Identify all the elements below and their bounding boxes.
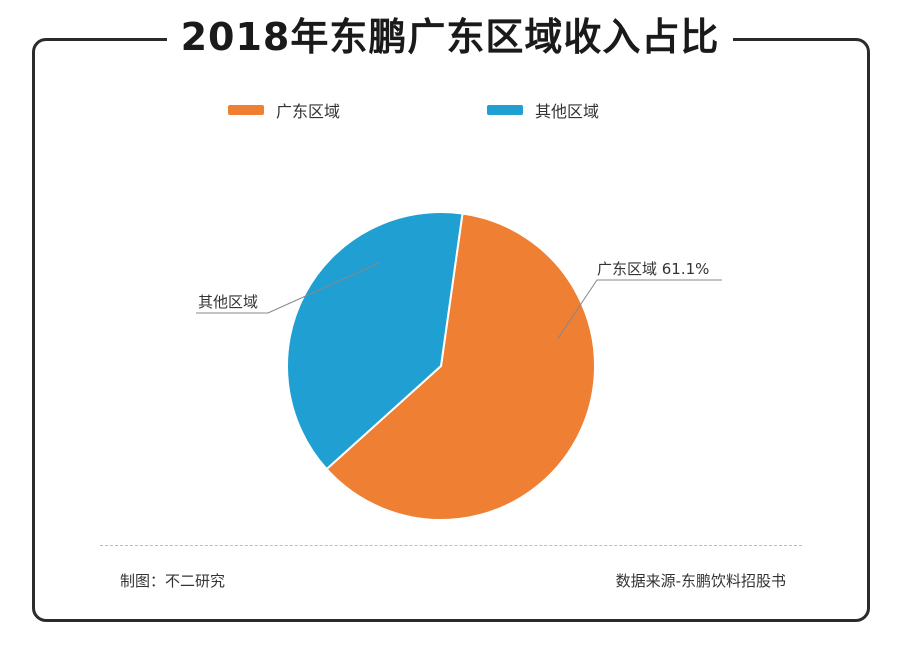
pie-slice-other (286, 211, 464, 471)
legend-swatch-other (487, 105, 523, 115)
footer-credit: 制图：不二研究 (120, 572, 226, 590)
legend-label-guangdong: 广东区域 (276, 102, 341, 121)
leader-line-guangdong (557, 279, 722, 339)
leader-line-other (196, 262, 381, 314)
slice-label-other: 其他区域 (198, 293, 258, 311)
legend-item-other: 其他区域 (487, 98, 599, 122)
legend-item-guangdong: 广东区域 (228, 98, 340, 122)
slice-label-guangdong: 广东区域 61.1% (597, 260, 709, 278)
pie-slice-guangdong (325, 212, 596, 521)
legend-swatch-guangdong (228, 105, 264, 115)
legend-label-other: 其他区域 (535, 102, 600, 121)
legend: 广东区域 其他区域 (0, 98, 900, 122)
footer-divider (100, 545, 802, 546)
footer-source: 数据来源-东鹏饮料招股书 (615, 572, 786, 590)
